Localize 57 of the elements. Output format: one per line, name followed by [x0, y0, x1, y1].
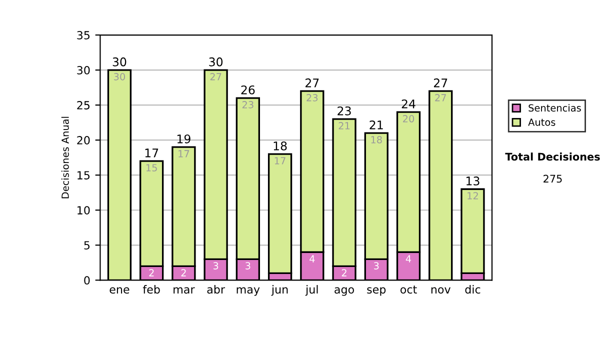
data-label: 17	[274, 157, 286, 164]
data-label: 4	[406, 255, 412, 262]
data-label: 2	[149, 269, 154, 276]
y-tick-label: 20	[77, 136, 90, 144]
x-tick-label: ene	[110, 287, 130, 294]
data-label: 2	[181, 269, 186, 276]
y-tick-label: 30	[77, 66, 90, 74]
total-label: 17	[145, 148, 158, 158]
x-tick-label: feb	[142, 285, 160, 294]
legend-label: Autos	[528, 118, 556, 126]
data-label: 21	[338, 122, 350, 130]
x-tick-label: nov	[431, 287, 450, 294]
text: 275	[544, 174, 562, 183]
x-tick-label: mar	[174, 287, 195, 294]
total-label: 19	[177, 134, 190, 144]
total-label: 24	[402, 99, 416, 108]
total-label: 27	[434, 78, 448, 88]
data-label: 23	[306, 94, 318, 102]
total-label: 23	[338, 106, 351, 116]
y-tick-label: 35	[77, 30, 90, 40]
text: Total Decisiones	[505, 152, 600, 161]
data-label: 3	[246, 262, 250, 270]
total-label: 18	[274, 141, 287, 150]
total-label: 13	[466, 176, 480, 186]
data-label: 18	[371, 136, 382, 144]
x-tick-label: jul	[305, 285, 318, 296]
x-tick-label: may	[236, 287, 260, 296]
y-tick-label: 25	[77, 101, 90, 110]
x-tick-label: ago	[334, 287, 354, 296]
x-tick-label: dic	[465, 285, 480, 294]
total-label: 30	[112, 57, 126, 66]
data-label: 23	[242, 101, 254, 108]
data-label: 27	[210, 73, 222, 80]
x-tick-label: sep	[367, 287, 386, 296]
y-tick-label: 0	[84, 276, 90, 285]
data-label: 12	[468, 192, 478, 200]
data-label: 20	[403, 115, 414, 122]
data-label: 27	[435, 94, 446, 102]
data-label: 3	[374, 262, 379, 270]
data-label: 4	[310, 255, 315, 262]
x-tick-label: oct	[400, 286, 417, 294]
x-tick-label: jun	[271, 285, 288, 296]
data-label: 2	[342, 269, 346, 276]
y-tick-label: 15	[78, 171, 90, 180]
total-label: 21	[370, 120, 383, 130]
y-axis-title: Decisiones Anual	[61, 116, 69, 198]
data-label: 3	[213, 262, 218, 270]
total-label: 26	[241, 85, 255, 94]
y-tick-label: 10	[78, 206, 90, 214]
total-label: 27	[306, 78, 319, 88]
x-tick-label: abr	[207, 285, 226, 294]
data-label: 15	[146, 164, 157, 172]
data-label: 17	[178, 150, 190, 158]
data-label: 30	[114, 73, 126, 80]
total-label: 30	[209, 57, 223, 66]
legend-label: Sentencias	[528, 104, 581, 112]
y-tick-label: 5	[84, 241, 90, 250]
